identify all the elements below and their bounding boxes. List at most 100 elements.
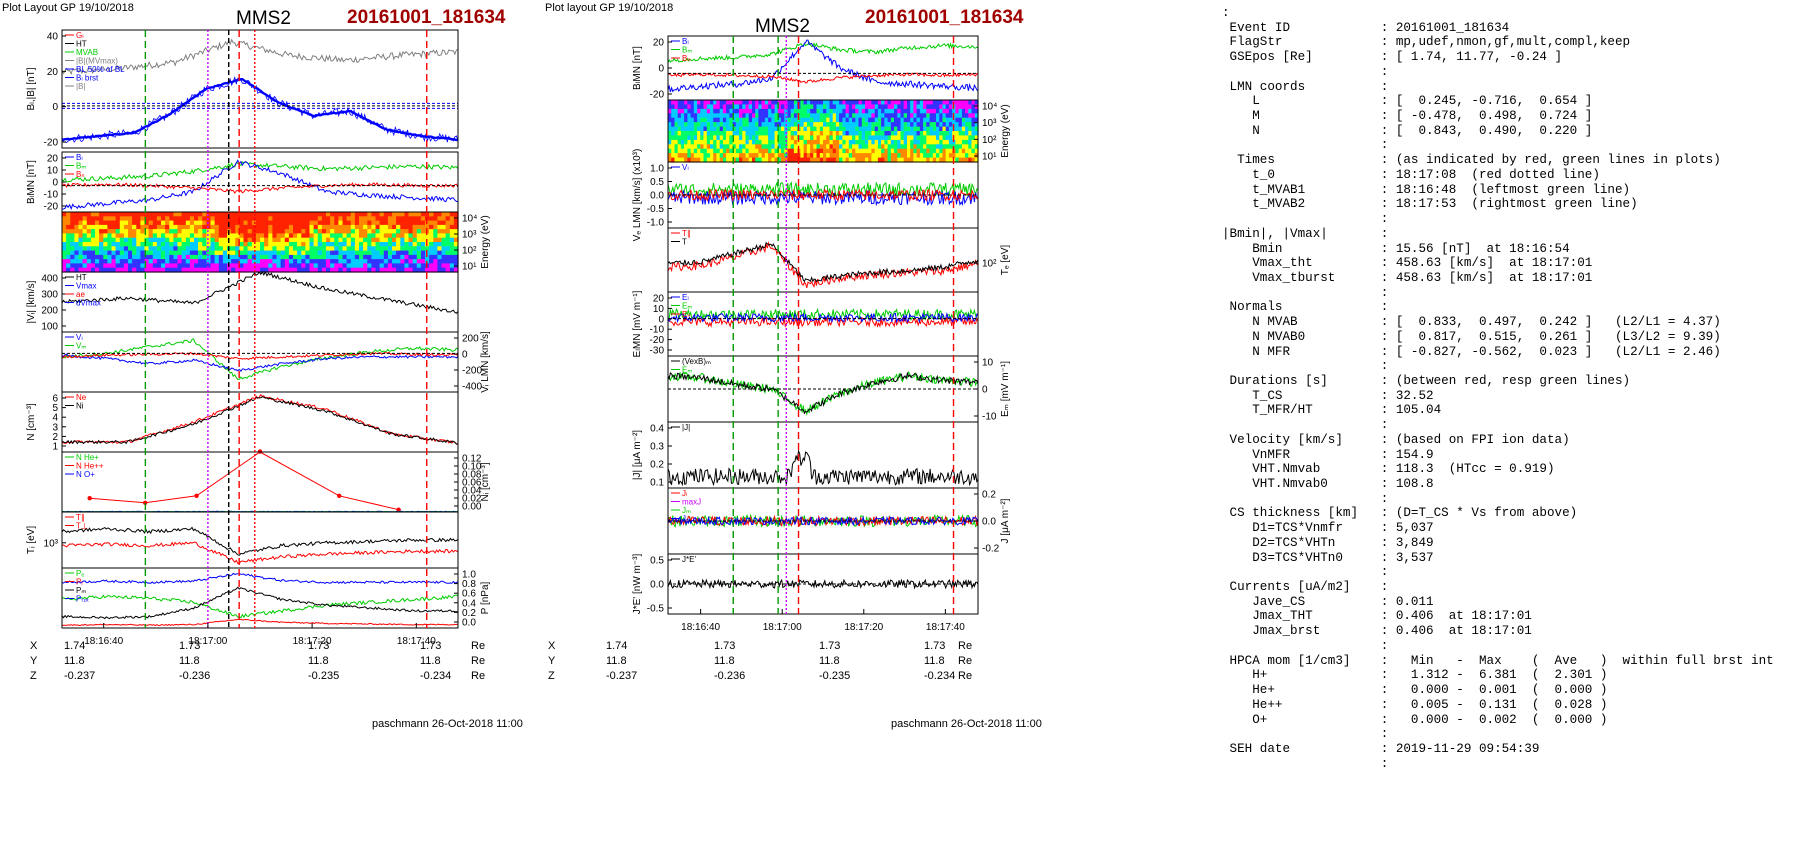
y-tick-label: 10¹ bbox=[462, 262, 477, 273]
spectrogram-cell bbox=[793, 108, 798, 114]
spectrogram-cell bbox=[95, 250, 100, 256]
spectrogram-cell bbox=[206, 229, 212, 234]
spectrogram-cell bbox=[392, 237, 397, 243]
spectrogram-cell bbox=[745, 113, 750, 119]
y-tick-label: 0.4 bbox=[650, 424, 664, 435]
spectrogram-cell bbox=[305, 233, 311, 239]
spectrogram-cell bbox=[745, 108, 750, 114]
legend-label: Vmax bbox=[76, 282, 96, 291]
spectrogram-cell bbox=[968, 126, 973, 132]
series-line bbox=[61, 526, 459, 556]
spectrogram-cell bbox=[942, 135, 947, 141]
coord-value: 11.8 bbox=[819, 655, 840, 667]
spectrogram-cell bbox=[813, 108, 818, 114]
spectrogram-cell bbox=[752, 126, 756, 132]
series-line bbox=[667, 513, 979, 528]
spectrogram-cell bbox=[222, 267, 228, 273]
coord-value: 1.73 bbox=[924, 640, 946, 652]
spectrogram-cell bbox=[260, 259, 265, 264]
spectrogram-cell bbox=[400, 224, 405, 230]
spectrogram-cell bbox=[693, 100, 698, 105]
spectrogram-cell bbox=[764, 104, 769, 110]
spectrogram-cell bbox=[677, 104, 682, 110]
spectrogram-cell bbox=[890, 100, 895, 105]
spectrogram-cell bbox=[703, 157, 708, 163]
spectrogram-cell bbox=[342, 246, 348, 252]
spectrogram-cell bbox=[429, 250, 434, 256]
spectrogram-cell bbox=[301, 250, 306, 256]
spectrogram-cell bbox=[800, 100, 805, 105]
spectrogram-cell bbox=[803, 131, 808, 136]
spectrogram-cell bbox=[326, 212, 331, 217]
spectrogram-cell bbox=[441, 216, 447, 222]
spectrogram-cell bbox=[90, 224, 96, 230]
spectrogram-cell bbox=[690, 131, 695, 136]
spectrogram-cell bbox=[144, 250, 150, 256]
spectrogram-cell bbox=[404, 250, 410, 256]
spectrogram-cell bbox=[865, 104, 869, 110]
coord-value: 1.73 bbox=[179, 640, 201, 652]
spectrogram-cell bbox=[293, 237, 298, 243]
spectrogram-cell bbox=[152, 237, 158, 243]
spectrogram-cell bbox=[128, 212, 133, 217]
panel-7: 0.40.30.20.1|J| [μA m⁻²]|J| bbox=[632, 421, 979, 489]
spectrogram-cell bbox=[103, 254, 108, 260]
spectrogram-cell bbox=[111, 259, 117, 264]
spectrogram-cell bbox=[958, 131, 963, 136]
spectrogram-cell bbox=[99, 250, 104, 256]
spectrogram-cell bbox=[907, 157, 911, 163]
spectrogram-cell bbox=[713, 148, 717, 154]
spectrogram-cell bbox=[781, 144, 785, 150]
legend-label: |B| bbox=[76, 82, 86, 91]
spectrogram-cell bbox=[371, 233, 377, 239]
spectrogram-cell bbox=[726, 153, 730, 159]
info-line: t_MVAB1 : 18:16:48 (leftmost green line) bbox=[1252, 182, 1631, 197]
spectrogram-cell bbox=[787, 104, 792, 110]
spectrogram-cell bbox=[884, 148, 889, 154]
spectrogram-cell bbox=[239, 242, 245, 247]
spectrogram-cell bbox=[871, 113, 876, 119]
spectrogram-cell bbox=[835, 148, 840, 154]
spectrogram-cell bbox=[700, 153, 705, 159]
spectrogram-cell bbox=[243, 229, 249, 234]
spectrogram-cell bbox=[926, 113, 931, 119]
y-tick-label: -1.0 bbox=[647, 218, 665, 229]
plot-header: Plot Layout GP 19/10/2018 bbox=[2, 2, 134, 14]
spectrogram-cell bbox=[774, 104, 779, 110]
spectrogram-cell bbox=[309, 267, 315, 273]
spectrogram-cell bbox=[739, 117, 743, 123]
spectrogram-cell bbox=[961, 104, 966, 110]
series-line bbox=[61, 541, 459, 564]
spectrogram-cell bbox=[379, 233, 385, 239]
spectrogram-cell bbox=[752, 148, 756, 154]
spectrogram-cell bbox=[243, 267, 249, 273]
spectrogram-cell bbox=[761, 131, 766, 136]
spectrogram-cell bbox=[218, 216, 224, 222]
spectrogram-cell bbox=[958, 148, 963, 154]
spectrogram-cell bbox=[264, 263, 269, 269]
spectrogram-cell bbox=[819, 135, 824, 141]
spectrogram-cell bbox=[748, 139, 753, 145]
spectrogram-cell bbox=[910, 139, 914, 145]
spectrogram-cell bbox=[936, 108, 940, 114]
spectrogram-cell bbox=[900, 148, 905, 154]
spectrogram-cell bbox=[453, 246, 459, 252]
spectrogram-cell bbox=[111, 220, 117, 226]
spectrogram-cell bbox=[317, 212, 323, 217]
spectrogram-cell bbox=[189, 237, 195, 243]
spectrogram-cell bbox=[78, 212, 84, 217]
spectrogram-cell bbox=[173, 233, 179, 239]
spectrogram-cell bbox=[871, 139, 876, 145]
spectrogram-cell bbox=[680, 108, 685, 114]
legend-label: Jₗ bbox=[682, 489, 687, 498]
spectrogram-cell bbox=[871, 104, 876, 110]
spectrogram-cell bbox=[260, 246, 265, 252]
spectrogram-cell bbox=[910, 135, 914, 141]
spectrogram-cell bbox=[884, 113, 889, 119]
spectrogram-cell bbox=[800, 131, 805, 136]
spectrogram-cell bbox=[919, 108, 924, 114]
coord-value: 1.73 bbox=[420, 640, 442, 652]
spectrogram-cell bbox=[235, 242, 240, 247]
info-line: : bbox=[1380, 727, 1389, 742]
